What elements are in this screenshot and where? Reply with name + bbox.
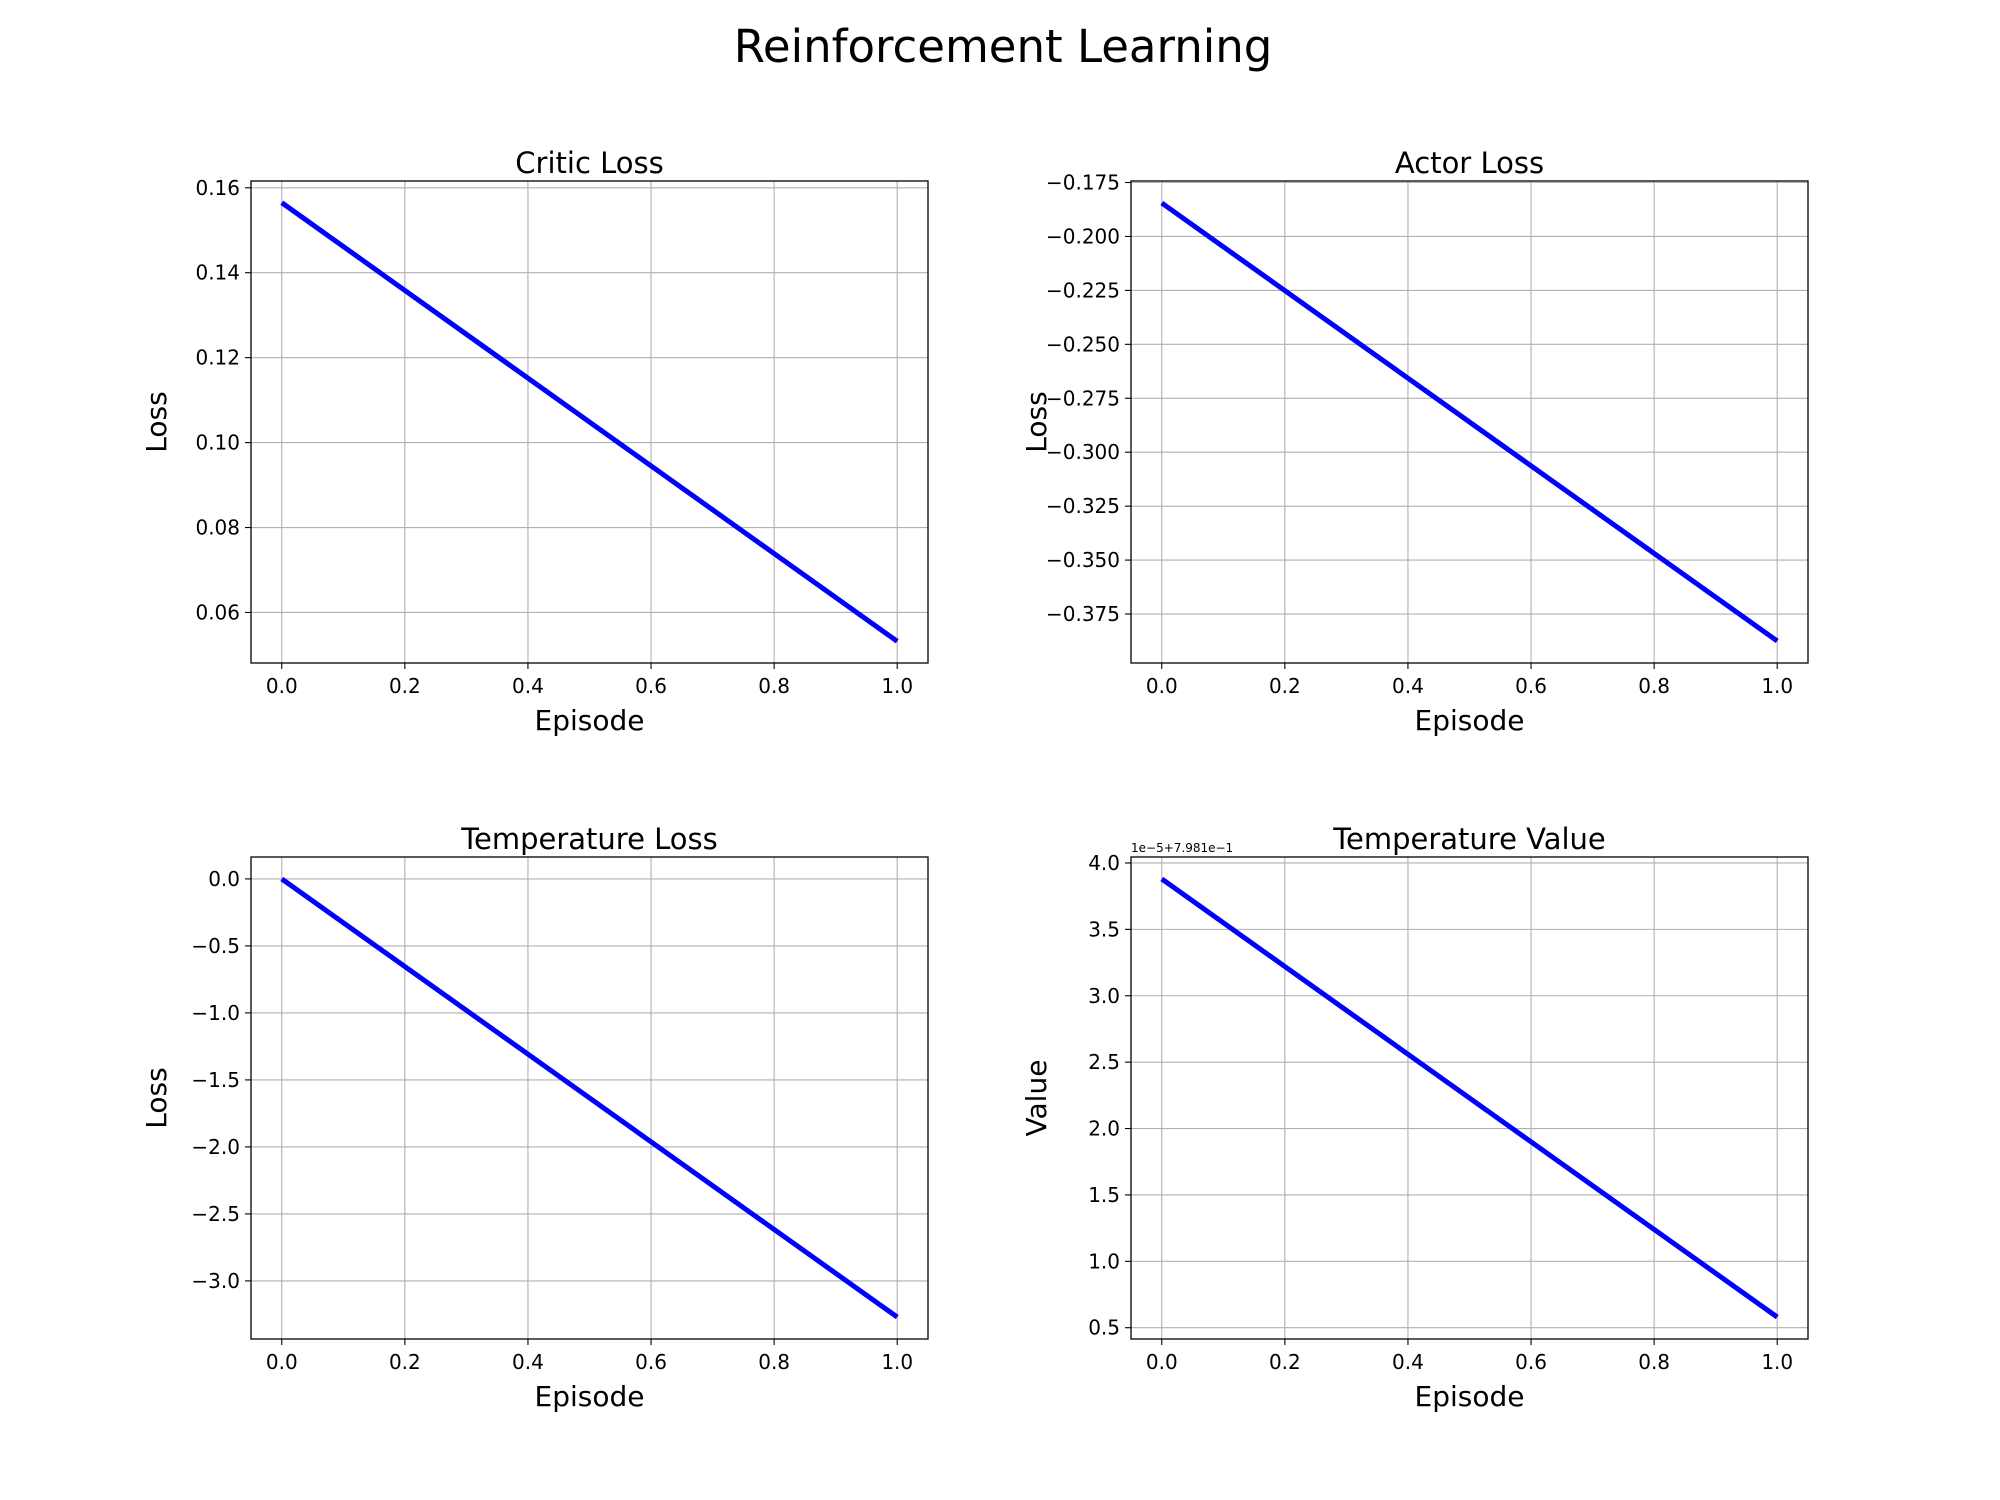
y-tick-label: 0.12 — [195, 346, 240, 370]
y-tick-label: −3.0 — [191, 1269, 240, 1293]
x-tick-label: 0.6 — [635, 674, 667, 698]
y-axis-label: Loss — [140, 1067, 173, 1128]
y-offset-label: 1e−5+7.981e−1 — [1131, 841, 1233, 855]
x-tick-label: 0.4 — [512, 674, 544, 698]
y-axis-label: Loss — [1020, 391, 1053, 452]
y-tick-label: −0.200 — [1046, 224, 1120, 248]
x-axis-label: Episode — [535, 1380, 645, 1413]
x-axis-label: Episode — [1415, 1380, 1525, 1413]
subplot-temperature-loss: 0.0 0.2 0.4 0.6 0.8 1.0 −3.0 −2.5 −2.0 −1.5 −1.0 −0… — [140, 822, 929, 1413]
x-tick-label: 0.6 — [1515, 674, 1547, 698]
y-tick-label: −1.5 — [191, 1068, 240, 1092]
y-tick-label: 0.5 — [1088, 1316, 1120, 1340]
subplot-actor-loss: 0.0 0.2 0.4 0.6 0.8 1.0 −0.375 −0.350 −0.325 −0.3… — [1020, 146, 1809, 737]
x-tick-label: 0.2 — [1269, 1350, 1301, 1374]
x-tick-label: 0.6 — [1515, 1350, 1547, 1374]
x-tick-label: 0.8 — [758, 674, 790, 698]
subplot-title: Actor Loss — [1395, 146, 1544, 180]
y-tick-label: −0.275 — [1046, 386, 1120, 410]
y-tick-label: 0.14 — [195, 261, 240, 285]
subplots: 0.0 0.2 0.4 0.6 0.8 1.0 0.06 0.08 0.10 0.12 0.14 0.… — [140, 146, 1809, 1413]
axes-frame — [1130, 180, 1809, 664]
x-tick-label: 1.0 — [1761, 1350, 1793, 1374]
y-tick-label: −0.5 — [191, 934, 240, 958]
y-tick-label: 0.10 — [195, 431, 240, 455]
x-tick-label: 0.8 — [1638, 674, 1670, 698]
axes-frame — [250, 856, 929, 1340]
x-tick-label: 0.6 — [635, 1350, 667, 1374]
axes-frame — [1130, 856, 1809, 1340]
x-tick-label: 0.4 — [1392, 1350, 1424, 1374]
y-tick-label: −0.325 — [1046, 494, 1120, 518]
x-tick-label: 0.0 — [266, 1350, 298, 1374]
y-tick-label: −1.0 — [191, 1001, 240, 1025]
y-tick-label: 1.5 — [1088, 1183, 1120, 1207]
y-tick-label: 0.08 — [195, 516, 240, 540]
y-tick-label: −0.250 — [1046, 332, 1120, 356]
y-tick-label: 1.0 — [1088, 1249, 1120, 1273]
x-tick-label: 1.0 — [881, 674, 913, 698]
x-tick-label: 1.0 — [881, 1350, 913, 1374]
y-axis-label: Value — [1020, 1060, 1053, 1137]
y-tick-label: −2.0 — [191, 1135, 240, 1159]
series-line — [280, 876, 899, 1320]
y-tick-label: −0.225 — [1046, 278, 1120, 302]
y-tick-label: −0.175 — [1046, 171, 1120, 195]
x-axis-label: Episode — [535, 704, 645, 737]
subplot-title: Critic Loss — [515, 146, 663, 180]
y-tick-label: 4.0 — [1088, 851, 1120, 875]
x-tick-label: 0.2 — [1269, 674, 1301, 698]
x-tick-label: 0.0 — [266, 674, 298, 698]
y-tick-label: 0.16 — [195, 176, 240, 200]
x-tick-label: 0.4 — [512, 1350, 544, 1374]
x-tick-label: 0.4 — [1392, 674, 1424, 698]
y-tick-label: −2.5 — [191, 1202, 240, 1226]
y-tick-label: 2.5 — [1088, 1050, 1120, 1074]
y-tick-label: 2.0 — [1088, 1117, 1120, 1141]
x-tick-label: 0.0 — [1146, 1350, 1178, 1374]
x-tick-label: 0.8 — [758, 1350, 790, 1374]
x-tick-label: 0.0 — [1146, 674, 1178, 698]
subplot-critic-loss: 0.0 0.2 0.4 0.6 0.8 1.0 0.06 0.08 0.10 0.12 0.14 0.… — [140, 146, 929, 737]
axes-frame — [250, 180, 929, 664]
y-axis-label: Loss — [140, 391, 173, 452]
y-tick-label: −0.375 — [1046, 602, 1120, 626]
series-line — [280, 200, 899, 644]
y-tick-label: 3.0 — [1088, 984, 1120, 1008]
y-tick-label: 0.0 — [208, 867, 240, 891]
figure-title: Reinforcement Learning — [734, 20, 1273, 73]
series-line — [1160, 876, 1779, 1320]
y-tick-label: −0.350 — [1046, 548, 1120, 572]
subplot-title: Temperature Loss — [460, 822, 718, 856]
series-line — [1160, 200, 1779, 644]
y-tick-label: −0.300 — [1046, 440, 1120, 464]
y-tick-label: 0.06 — [195, 600, 240, 624]
x-tick-label: 0.8 — [1638, 1350, 1670, 1374]
x-tick-label: 1.0 — [1761, 674, 1793, 698]
x-tick-label: 0.2 — [389, 674, 421, 698]
subplot-title: Temperature Value — [1332, 822, 1606, 856]
x-tick-label: 0.2 — [389, 1350, 421, 1374]
x-axis-label: Episode — [1415, 704, 1525, 737]
y-tick-label: 3.5 — [1088, 917, 1120, 941]
subplot-temperature-value: 0.0 0.2 0.4 0.6 0.8 1.0 0.5 1.0 1.5 2.0 2.5 3.0 3.5 4… — [1020, 822, 1809, 1413]
